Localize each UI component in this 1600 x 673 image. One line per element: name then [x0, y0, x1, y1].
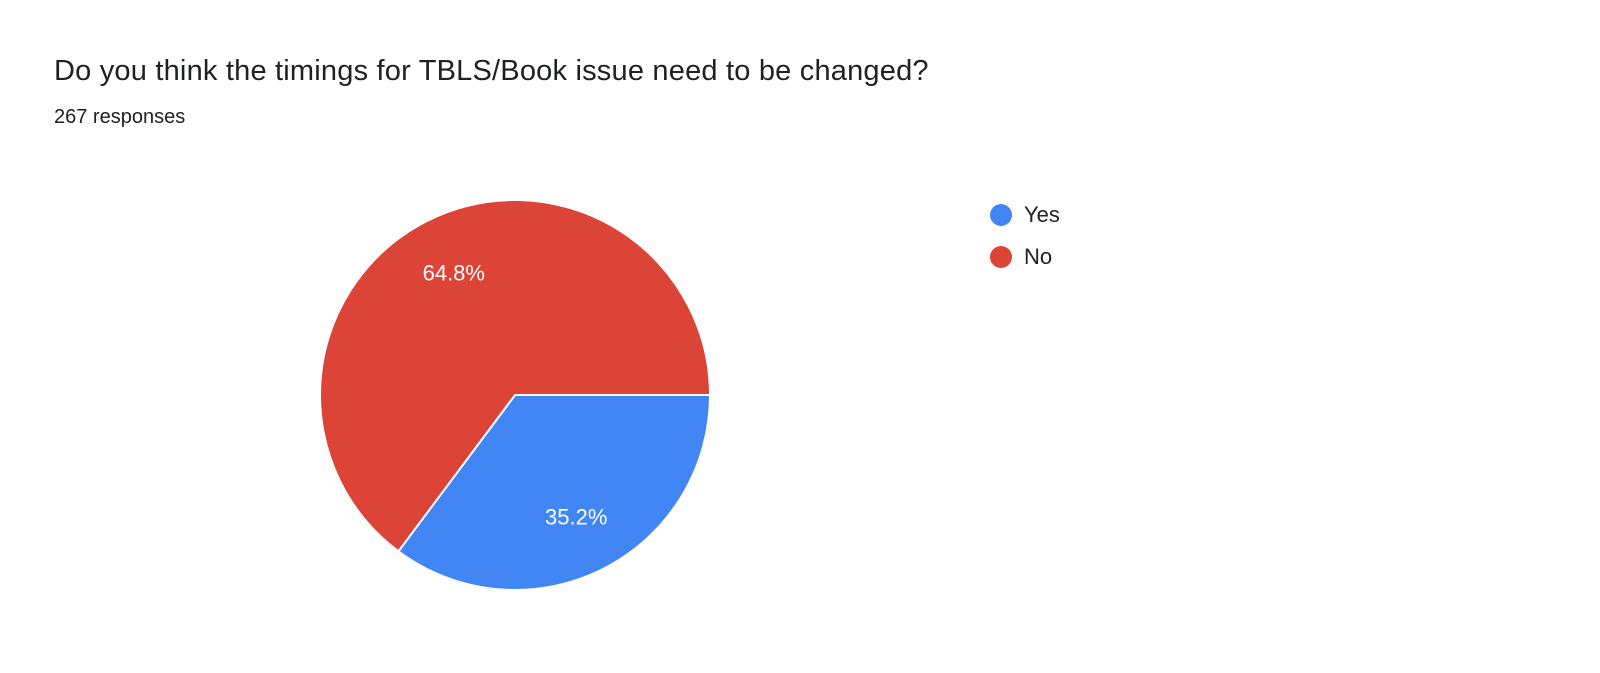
legend-label: No — [1024, 244, 1053, 269]
responses-count: 267 responses — [54, 106, 186, 128]
legend-item-no: No — [990, 244, 1060, 270]
slice-percent-label-no: 64.8% — [423, 261, 485, 286]
slice-percent-label-yes: 35.2% — [545, 505, 607, 530]
pie-slice-yes[interactable] — [397, 394, 711, 592]
question-title: Do you think the timings for TBLS/Book i… — [54, 55, 929, 87]
legend-color-dot-icon — [990, 246, 1012, 268]
legend-label: Yes — [1024, 202, 1060, 227]
chart-legend: Yes No — [990, 202, 1060, 270]
legend-item-yes: Yes — [990, 202, 1060, 228]
legend-color-dot-icon — [990, 204, 1012, 226]
pie-slice-no[interactable] — [319, 199, 711, 553]
